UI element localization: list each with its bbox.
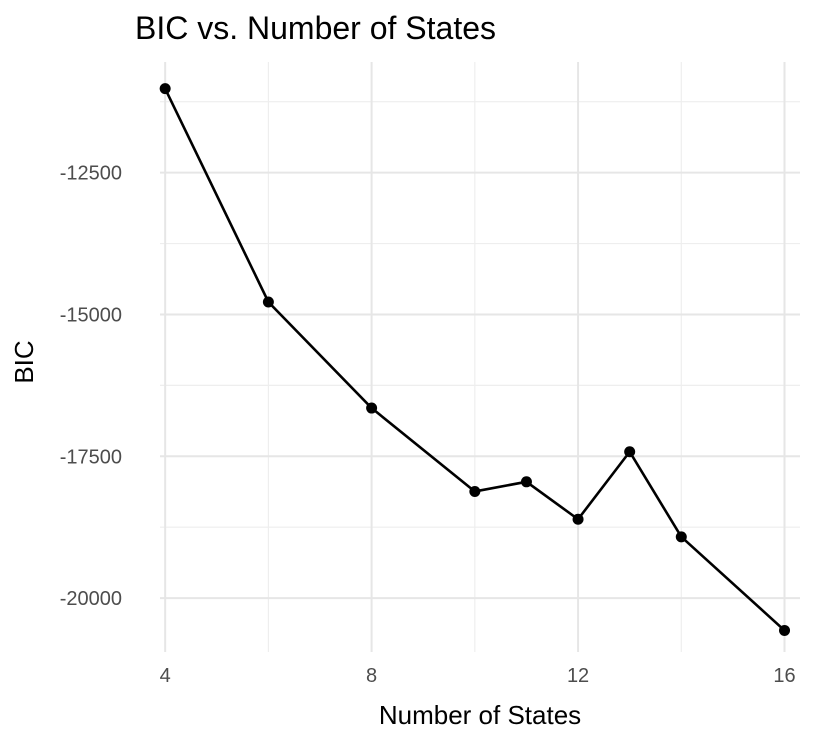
data-point (469, 485, 481, 497)
data-point (262, 296, 274, 308)
series-bic (159, 83, 791, 636)
y-tick-label: -20000 (60, 588, 122, 610)
x-tick-label: 4 (160, 665, 171, 687)
x-tick-label: 16 (773, 665, 795, 687)
data-point (366, 402, 378, 414)
y-tick-label: -15000 (60, 304, 122, 326)
data-point (675, 531, 687, 543)
y-tick-label: -12500 (60, 163, 122, 185)
data-point (572, 513, 584, 525)
x-axis-ticks: 4 8 12 16 (160, 665, 796, 687)
chart-title: BIC vs. Number of States (135, 10, 496, 46)
y-axis-title: BIC (9, 340, 39, 383)
data-point (779, 624, 791, 636)
y-axis-ticks: -20000 -17500 -15000 -12500 (60, 163, 122, 610)
grid (160, 62, 800, 652)
data-point (520, 476, 532, 488)
data-point (159, 83, 171, 95)
x-tick-label: 12 (567, 665, 589, 687)
x-axis-title: Number of States (379, 700, 581, 730)
x-tick-label: 8 (366, 665, 377, 687)
data-point (624, 446, 636, 458)
y-tick-label: -17500 (60, 446, 122, 468)
